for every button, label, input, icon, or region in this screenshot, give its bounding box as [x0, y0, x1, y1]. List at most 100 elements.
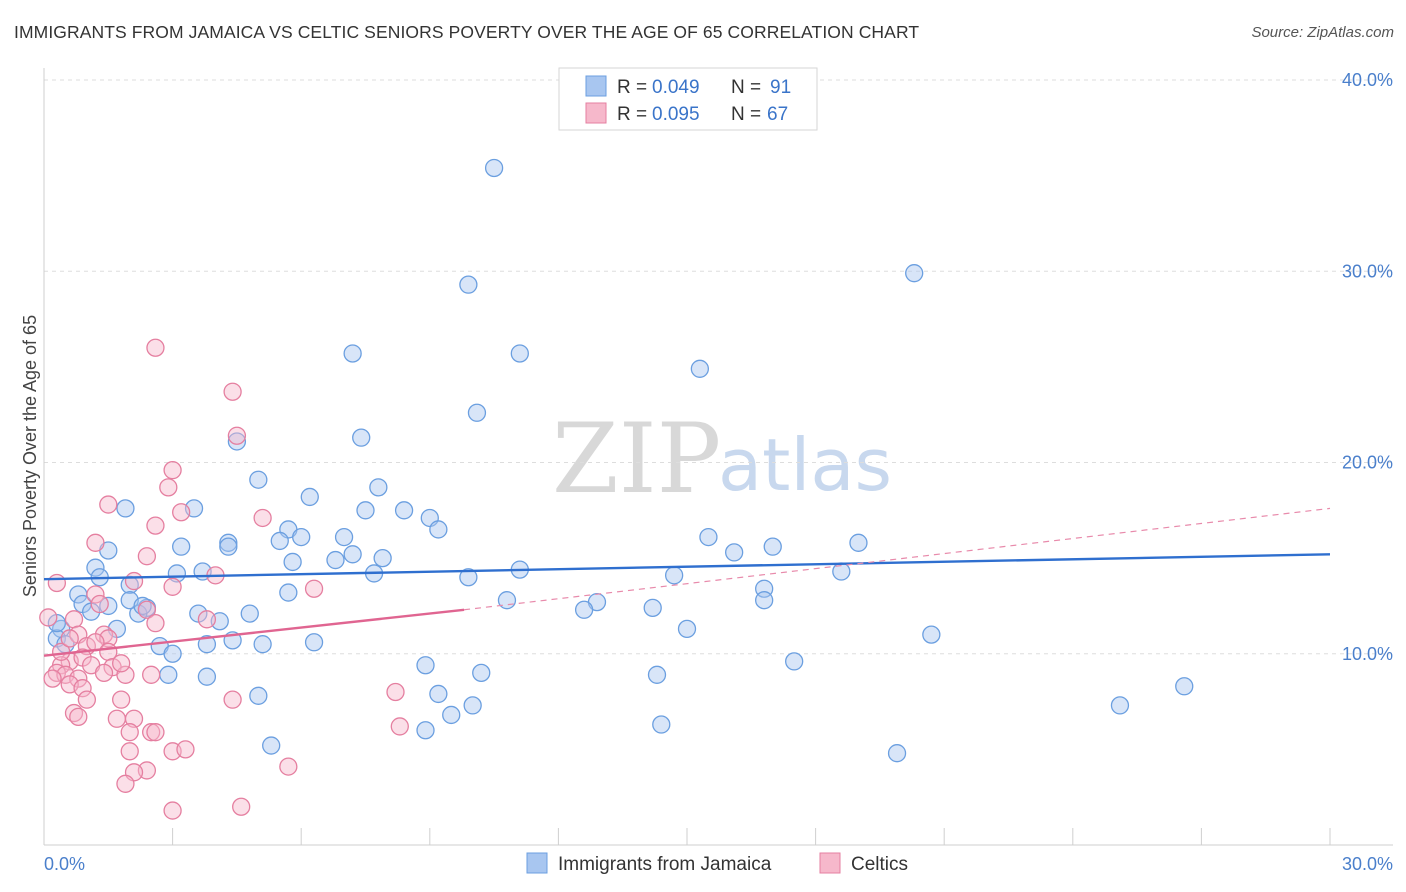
point-celtics: [77, 690, 97, 709]
legend-celtics-n-value: 67: [767, 104, 788, 125]
point-jamaica: [785, 652, 804, 671]
point-celtics: [90, 594, 109, 614]
point-jamaica: [369, 478, 388, 497]
series-celtics: [39, 338, 409, 820]
point-celtics: [197, 610, 217, 629]
point-celtics: [227, 426, 247, 445]
point-celtics: [163, 577, 182, 596]
legend-bottom: Immigrants from Jamaica Celtics: [526, 852, 908, 875]
point-jamaica: [86, 558, 105, 577]
point-celtics: [124, 571, 144, 591]
point-jamaica: [459, 275, 478, 294]
point-celtics: [43, 669, 62, 688]
point-jamaica: [497, 591, 517, 610]
point-jamaica: [159, 665, 178, 684]
y-tick-label: 10.0%: [1342, 644, 1393, 664]
point-jamaica: [484, 158, 504, 178]
gridlines: [44, 79, 1393, 655]
legend-jamaica-n-value: 91: [770, 77, 791, 98]
bottom-legend-swatch-celtics: [819, 852, 841, 874]
legend-celtics-r-value: 0.095: [652, 104, 700, 125]
point-jamaica: [373, 548, 392, 568]
point-jamaica: [849, 533, 868, 552]
point-celtics: [172, 503, 191, 522]
legend-celtics-r-label: R =: [617, 104, 647, 125]
x-tick-label-max: 30.0%: [1342, 854, 1393, 874]
point-celtics: [146, 516, 165, 535]
point-jamaica: [227, 432, 247, 451]
trend-line-celtics: [43, 608, 465, 657]
y-axis-label: Seniors Poverty Over the Age of 65: [20, 315, 40, 597]
point-celtics: [69, 707, 88, 727]
point-jamaica: [292, 527, 311, 547]
point-celtics: [146, 614, 165, 633]
point-celtics: [390, 717, 409, 736]
legend-top: R = 0.049 N = 91 R = 0.095 N = 67: [558, 67, 818, 131]
point-jamaica: [429, 520, 448, 539]
point-jamaica: [763, 537, 782, 556]
point-celtics: [279, 757, 298, 776]
bottom-legend-label-celtics: Celtics: [851, 854, 908, 875]
point-celtics: [304, 579, 324, 598]
point-jamaica: [283, 552, 302, 572]
point-celtics: [86, 585, 105, 604]
point-jamaica: [304, 633, 324, 652]
point-jamaica: [922, 625, 941, 644]
point-celtics: [94, 663, 114, 683]
y-tick-label: 20.0%: [1342, 453, 1393, 473]
bottom-legend-swatch-jamaica: [526, 852, 548, 874]
point-jamaica: [755, 591, 774, 610]
point-jamaica: [197, 667, 217, 686]
point-celtics: [386, 682, 405, 702]
point-jamaica: [270, 531, 289, 551]
point-celtics: [86, 533, 105, 552]
point-jamaica: [472, 663, 491, 683]
point-jamaica: [163, 644, 182, 663]
point-jamaica: [116, 499, 135, 518]
point-jamaica: [677, 619, 697, 639]
point-jamaica: [279, 583, 298, 602]
point-jamaica: [253, 635, 272, 654]
point-jamaica: [647, 665, 667, 684]
point-jamaica: [352, 428, 371, 447]
x-axis-ticks: [172, 828, 1331, 845]
point-celtics: [39, 608, 58, 627]
chart-title: IMMIGRANTS FROM JAMAICA VS CELTIC SENIOR…: [14, 22, 920, 42]
point-jamaica: [240, 604, 259, 623]
point-jamaica: [652, 715, 671, 734]
point-jamaica: [699, 527, 718, 547]
point-celtics: [163, 460, 182, 480]
point-celtics: [116, 665, 135, 684]
point-celtics: [163, 801, 182, 820]
point-celtics: [99, 495, 118, 514]
point-celtics: [60, 629, 79, 648]
point-jamaica: [219, 537, 238, 556]
legend-jamaica-r-label: R =: [617, 77, 647, 98]
point-celtics: [146, 338, 165, 357]
y-tick-label: 40.0%: [1342, 70, 1393, 90]
point-celtics: [120, 742, 139, 761]
point-jamaica: [300, 487, 319, 507]
point-celtics: [137, 547, 157, 566]
point-jamaica: [343, 545, 362, 564]
legend-jamaica-r-value: 0.049: [652, 77, 700, 98]
point-jamaica: [1175, 677, 1194, 696]
point-jamaica: [725, 543, 744, 562]
legend-celtics-n-label: N =: [731, 104, 761, 125]
point-jamaica: [643, 598, 662, 617]
point-jamaica: [249, 470, 268, 489]
point-celtics: [159, 478, 178, 497]
point-jamaica: [463, 696, 482, 715]
point-jamaica: [459, 568, 478, 587]
point-celtics: [116, 774, 135, 793]
point-jamaica: [905, 264, 924, 283]
point-celtics: [176, 740, 195, 759]
point-celtics: [73, 679, 92, 698]
point-jamaica: [249, 686, 268, 705]
point-jamaica: [1110, 696, 1130, 715]
point-jamaica: [429, 684, 448, 704]
bottom-legend-label-jamaica: Immigrants from Jamaica: [558, 854, 772, 875]
point-jamaica: [574, 600, 594, 619]
y-tick-label: 30.0%: [1342, 261, 1393, 281]
